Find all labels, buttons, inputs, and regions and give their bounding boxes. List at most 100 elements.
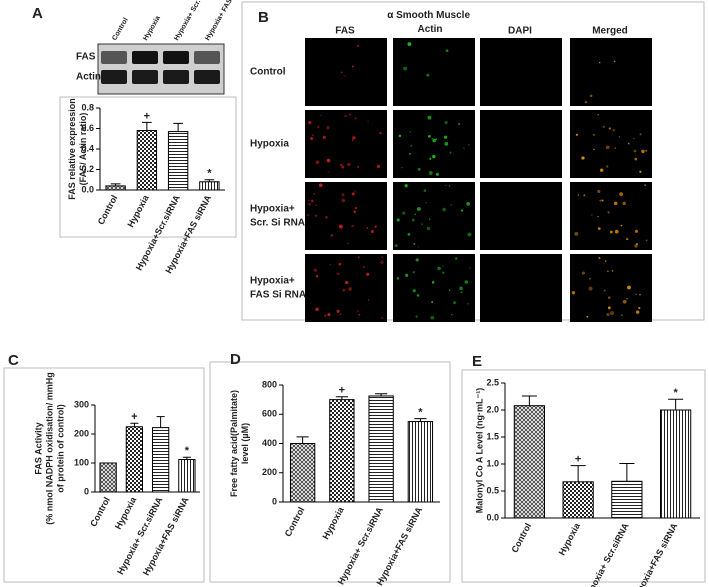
stain — [607, 296, 611, 300]
stain — [603, 289, 606, 292]
stain — [592, 133, 596, 136]
error-bar — [335, 396, 348, 400]
y-tick-label: 0.5 — [486, 485, 499, 495]
panel-label: B — [258, 9, 269, 26]
stain — [414, 213, 416, 216]
stain — [605, 165, 609, 168]
significance-marker: + — [575, 454, 581, 466]
micrograph — [480, 182, 562, 250]
bar — [125, 426, 144, 493]
stain — [410, 144, 413, 147]
stain — [621, 314, 623, 316]
stain — [453, 301, 457, 305]
stain — [589, 277, 591, 280]
error-bar — [156, 416, 165, 428]
x-tick-label: Hypoxia+FAS siRNA — [630, 521, 680, 587]
stain — [429, 218, 431, 220]
error-bar — [521, 395, 537, 406]
column-label: α Smooth Muscle Actin — [387, 10, 473, 35]
y-axis-label: level (µM) — [240, 423, 250, 464]
error-bar — [296, 436, 309, 444]
micrograph — [570, 110, 652, 178]
stain — [607, 211, 610, 214]
stain — [614, 147, 617, 149]
stain — [315, 204, 318, 207]
stain — [431, 281, 435, 284]
stain — [338, 262, 342, 266]
stain — [398, 134, 402, 138]
stain — [425, 201, 427, 204]
stain — [620, 224, 623, 227]
stain — [435, 172, 439, 176]
y-tick-label: 1.0 — [486, 458, 499, 468]
panel-label: D — [230, 351, 241, 368]
stain — [423, 189, 427, 192]
stain — [430, 315, 435, 320]
row-label: Scr. Si RNA — [250, 218, 305, 229]
stain — [367, 120, 369, 123]
stain — [344, 115, 347, 118]
x-tick-label: Hypoxia+FAS siRNA — [374, 505, 424, 587]
panel-label: C — [8, 352, 19, 369]
stain — [635, 293, 637, 295]
stain — [413, 242, 416, 245]
stain — [315, 160, 320, 165]
band — [101, 51, 127, 64]
error-bar — [668, 398, 684, 410]
micrograph — [393, 182, 475, 250]
stain — [443, 135, 448, 139]
stain — [339, 313, 342, 315]
chart-frame — [209, 361, 451, 583]
y-tick-label: 0.2 — [81, 164, 94, 174]
bar — [513, 405, 545, 519]
stain — [407, 232, 411, 236]
lane-label: Hypoxia — [142, 15, 162, 42]
stain — [320, 114, 322, 117]
stain — [645, 149, 648, 152]
stain — [599, 61, 601, 64]
stain — [626, 298, 628, 300]
micrograph — [305, 110, 387, 178]
stain — [407, 42, 412, 47]
significance-marker: * — [418, 407, 423, 419]
stain — [428, 171, 433, 175]
y-tick-label: 0.8 — [81, 102, 94, 112]
micrograph — [480, 254, 562, 322]
error-bar — [375, 393, 388, 396]
stain — [448, 185, 451, 187]
row-label: Control — [250, 67, 286, 78]
bar — [167, 131, 189, 191]
stain — [634, 229, 639, 233]
stain — [347, 242, 349, 245]
stain — [371, 230, 374, 233]
stain — [415, 315, 418, 318]
stain — [467, 303, 469, 305]
stain — [607, 306, 611, 310]
column-label: Merged — [592, 26, 628, 37]
micrograph — [305, 182, 387, 250]
blot-row-label: FAS — [76, 52, 96, 63]
band — [132, 51, 158, 64]
stain — [396, 276, 400, 280]
stain — [428, 135, 431, 138]
bar — [99, 462, 117, 493]
stain — [322, 135, 326, 139]
stain — [627, 285, 631, 290]
bar — [105, 185, 126, 191]
stain — [600, 168, 604, 172]
stain — [584, 100, 588, 104]
band — [132, 70, 158, 84]
bar — [407, 421, 434, 503]
stain — [403, 66, 408, 71]
stain — [356, 44, 360, 48]
stain — [357, 310, 359, 313]
band — [163, 51, 189, 64]
stain — [351, 192, 355, 196]
stain — [613, 60, 616, 63]
stain — [318, 183, 323, 187]
y-tick-label: 0.6 — [81, 123, 94, 133]
stain — [426, 73, 430, 77]
y-tick-label: 300 — [74, 399, 89, 409]
stain — [464, 280, 469, 284]
